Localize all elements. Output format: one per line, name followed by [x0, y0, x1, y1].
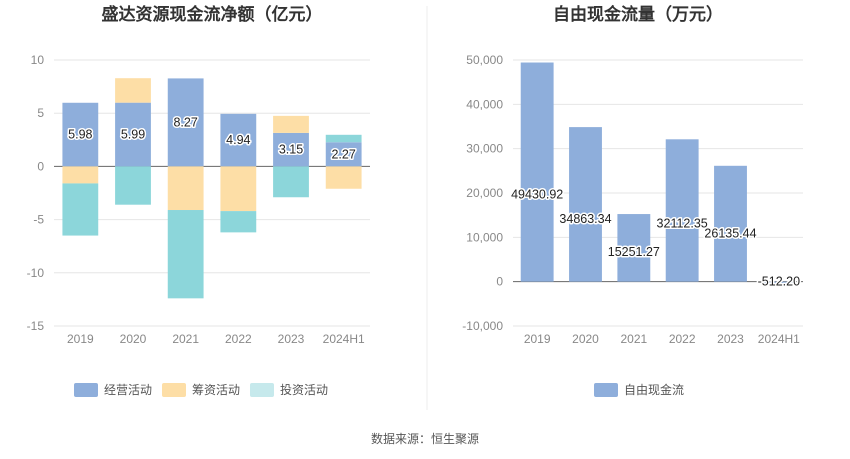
left-x-tick-label: 2023	[278, 332, 305, 346]
left-data-label: 4.94	[226, 133, 250, 147]
left-bar-投资活动-2022	[220, 211, 257, 233]
left-data-label: 5.98	[68, 128, 92, 142]
right-bar-自由现金流-2019	[520, 62, 554, 282]
left-chart-title: 盛达资源现金流净额（亿元）	[102, 4, 323, 25]
right-y-tick-label: 10,000	[466, 230, 503, 244]
left-bar-投资活动-2024H1	[325, 134, 362, 143]
right-data-label: 49430.92	[511, 187, 563, 201]
right-data-label: 34863.34	[559, 212, 611, 226]
left-bar-筹资活动-2023	[273, 115, 309, 133]
right-bar-自由现金流-2020	[569, 127, 602, 282]
right-data-label: 32112.35	[657, 217, 708, 231]
left-bar-经营活动-2023	[273, 132, 309, 167]
left-legend-label: 经营活动	[104, 383, 152, 397]
left-data-label: 3.15	[279, 143, 303, 157]
right-bars	[520, 62, 796, 284]
left-y-tick-label: -15	[27, 319, 45, 333]
right-bar-自由现金流-2021	[617, 214, 651, 282]
left-data-label: 8.27	[173, 115, 197, 129]
left-legend-swatch	[162, 383, 186, 397]
right-legend-label: 自由现金流	[624, 382, 684, 397]
left-legend-swatch	[74, 383, 98, 397]
left-y-tick-label: -5	[33, 213, 44, 227]
left-bar-筹资活动-2021	[167, 166, 204, 211]
left-bar-经营活动-2021	[167, 78, 204, 167]
left-bar-投资活动-2019	[62, 183, 99, 236]
left-x-tick-label: 2024H1	[323, 332, 365, 346]
right-x-tick-label: 2021	[620, 332, 647, 346]
right-legend-swatch	[594, 383, 618, 397]
left-bar-投资活动-2020	[115, 166, 151, 205]
right-y-tick-label: 30,000	[466, 142, 503, 156]
left-data-labels: 5.98 5.99 8.27 4.94 3.15 2.27	[67, 114, 358, 163]
right-x-tick-label: 2023	[717, 332, 744, 346]
left-y-tick-label: 0	[37, 159, 44, 173]
left-x-tick-label: 2021	[172, 332, 199, 346]
left-data-label: 5.99	[121, 128, 145, 142]
right-x-tick-label: 2022	[669, 332, 696, 346]
left-x-tick-label: 2019	[67, 332, 94, 346]
left-legend-swatch	[250, 383, 274, 397]
right-grid: 50,000 40,000 30,000 20,000 10,000 0 -10,000 20…	[462, 53, 803, 346]
left-legend-label: 投资活动	[280, 382, 328, 397]
left-bar-经营活动-2019	[62, 102, 99, 167]
right-x-tick-label: 2024H1	[758, 332, 800, 346]
cashflow-net-chart: 盛达资源现金流净额（亿元） 10 5 0 -5 -10 -15 2019 2020 2021 20…	[27, 4, 370, 397]
left-bar-筹资活动-2020	[115, 78, 151, 103]
right-bar-自由现金流-2022	[665, 139, 699, 282]
left-y-tick-label: 10	[31, 53, 45, 67]
left-legend-label: 筹资活动	[192, 383, 240, 397]
right-y-tick-label: 20,000	[466, 186, 503, 200]
left-grid: 10 5 0 -5 -10 -15 2019 2020 2021 2022 2023 2024H1	[27, 53, 370, 346]
left-bar-经营活动-2022	[220, 113, 257, 167]
left-x-tick-label: 2020	[120, 332, 147, 346]
right-x-tick-label: 2019	[524, 332, 551, 346]
right-chart-title: 自由现金流量（万元）	[553, 4, 723, 25]
right-data-label: 26135.44	[704, 227, 756, 241]
right-y-tick-label: 0	[496, 275, 503, 289]
right-data-label: 15251.27	[608, 245, 660, 259]
right-bar-自由现金流-2023	[714, 165, 747, 282]
right-x-tick-label: 2020	[572, 332, 599, 346]
left-y-tick-label: -10	[27, 266, 45, 280]
left-bar-筹资活动-2022	[220, 166, 257, 212]
left-bar-投资活动-2023	[273, 166, 309, 198]
left-bar-投资活动-2021	[167, 210, 204, 299]
right-legend: 自由现金流	[594, 382, 684, 397]
right-bar-自由现金流-2024H1	[762, 281, 796, 284]
left-data-label: 2.27	[331, 147, 355, 161]
free-cashflow-chart: 自由现金流量（万元） 50,000 40,000 30,000 20,000 10,00…	[462, 4, 803, 397]
left-bar-经营活动-2020	[115, 102, 151, 167]
left-bar-筹资活动-2019	[62, 166, 99, 184]
right-data-labels: 49430.92 34863.34 15251.27 32112.3526135.44…	[510, 186, 802, 290]
left-x-tick-label: 2022	[225, 332, 252, 346]
right-y-tick-label: 50,000	[466, 53, 503, 67]
left-bars	[62, 78, 362, 299]
left-bar-筹资活动-2024H1	[325, 166, 362, 189]
right-data-label: -512.20	[758, 275, 800, 289]
left-y-tick-label: 5	[37, 106, 44, 120]
right-y-tick-label: -10,000	[462, 319, 503, 333]
right-y-tick-label: 40,000	[466, 97, 503, 111]
data-source-note: 数据来源：恒生聚源	[371, 431, 479, 446]
left-bar-经营活动-2024H1	[325, 142, 362, 167]
left-legend: 经营活动 筹资活动 投资活动	[74, 382, 328, 397]
